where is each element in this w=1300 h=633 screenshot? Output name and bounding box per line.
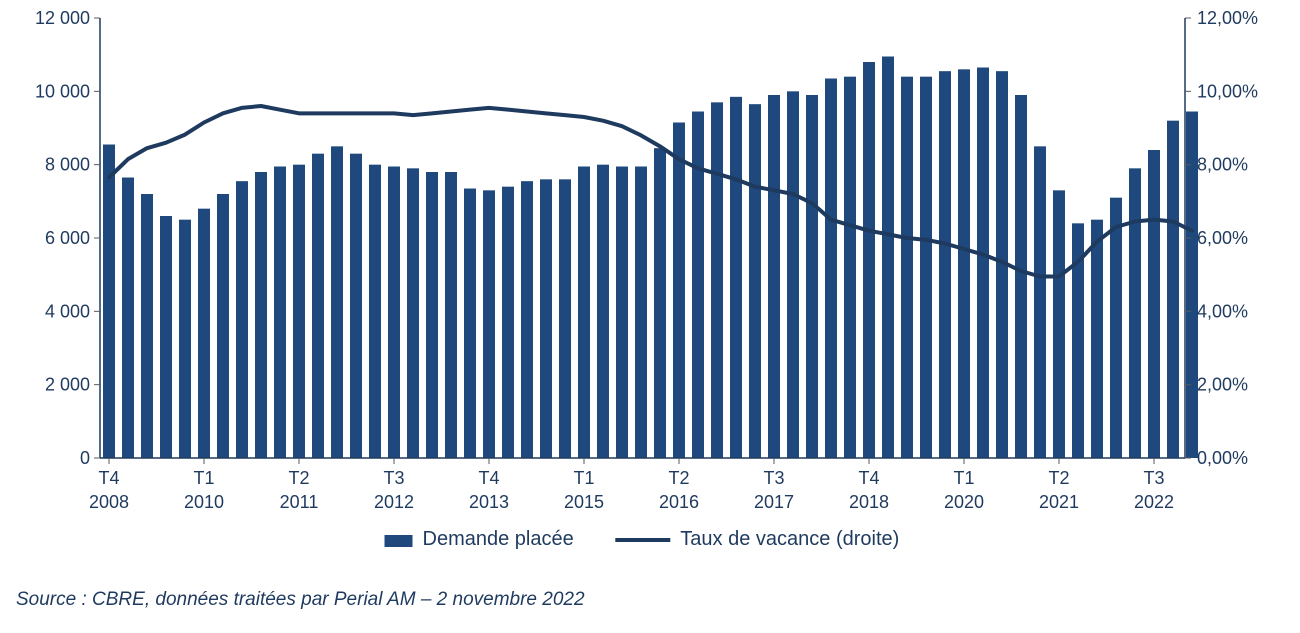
left-axis-label: 2 000 xyxy=(45,375,90,395)
right-axis-label: 12,00% xyxy=(1197,8,1258,28)
legend-label: Demande placée xyxy=(423,528,574,550)
x-axis-label-quarter: T2 xyxy=(1048,468,1069,488)
x-axis-label-year: 2016 xyxy=(659,492,699,512)
x-axis-label-quarter: T2 xyxy=(288,468,309,488)
left-axis-label: 0 xyxy=(80,448,90,468)
x-axis-label-quarter: T1 xyxy=(193,468,214,488)
x-axis-label-year: 2020 xyxy=(944,492,984,512)
x-axis-label-quarter: T4 xyxy=(98,468,119,488)
left-axis-label: 4 000 xyxy=(45,301,90,321)
x-axis-label-quarter: T3 xyxy=(763,468,784,488)
x-axis-label-quarter: T4 xyxy=(858,468,879,488)
left-axis-label: 6 000 xyxy=(45,228,90,248)
x-axis-label-quarter: T1 xyxy=(953,468,974,488)
right-axis-label: 6,00% xyxy=(1197,228,1248,248)
x-axis-label-year: 2013 xyxy=(469,492,509,512)
left-axis-label: 8 000 xyxy=(45,155,90,175)
x-axis-label-quarter: T3 xyxy=(1143,468,1164,488)
source-text: Source : CBRE, données traitées par Peri… xyxy=(16,589,585,610)
x-axis-label-year: 2017 xyxy=(754,492,794,512)
legend-label: Taux de vacance (droite) xyxy=(680,528,899,550)
chart: 0 2 000 4 000 6 000 8 000 10 000 12 000 0,00% 2,… xyxy=(0,0,1300,633)
right-axis-label: 0,00% xyxy=(1197,448,1248,468)
x-axis-label-quarter: T4 xyxy=(478,468,499,488)
x-axis-label-year: 2022 xyxy=(1134,492,1174,512)
x-axis-label-year: 2015 xyxy=(564,492,604,512)
x-axis-label-year: 2021 xyxy=(1039,492,1079,512)
right-axis-label: 2,00% xyxy=(1197,375,1248,395)
x-axis-label-year: 2011 xyxy=(280,492,319,512)
x-axis-label-year: 2008 xyxy=(89,492,129,512)
right-axis-label: 8,00% xyxy=(1197,155,1248,175)
x-axis-label-year: 2010 xyxy=(184,492,224,512)
right-axis-label: 10,00% xyxy=(1197,81,1258,101)
x-axis-label-quarter: T2 xyxy=(668,468,689,488)
x-axis-label-quarter: T1 xyxy=(573,468,594,488)
x-axis-label-year: 2012 xyxy=(374,492,414,512)
x-axis-label-year: 2018 xyxy=(849,492,889,512)
x-axis-label-quarter: T3 xyxy=(383,468,404,488)
left-axis-label: 10 000 xyxy=(35,81,90,101)
left-axis-label: 12 000 xyxy=(35,8,90,28)
legend-swatch-bar xyxy=(385,535,413,547)
right-axis-label: 4,00% xyxy=(1197,301,1248,321)
